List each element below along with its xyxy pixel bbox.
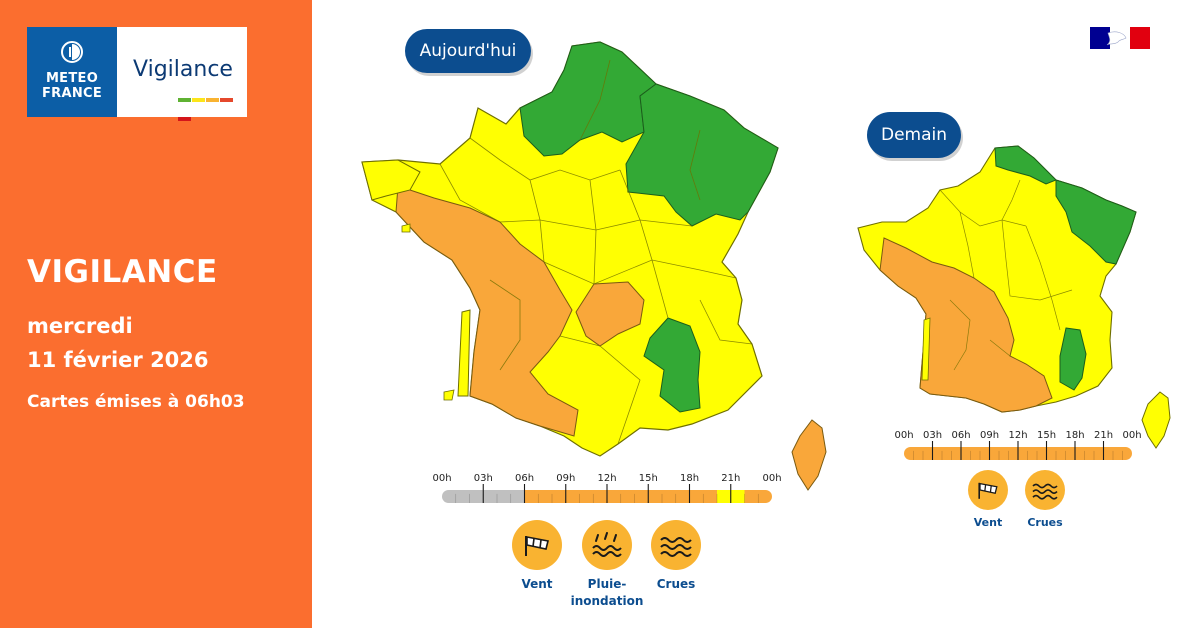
phenomenon-label-vent-today: Vent [521, 577, 553, 591]
alps-green-zone-today [643, 317, 701, 413]
timeline-today-tick-label: 06h [514, 473, 535, 484]
logo-bar-2 [206, 98, 219, 102]
logo-color-bars [178, 87, 247, 125]
timeline-tomorrow-tick-label: 12h [1008, 430, 1028, 441]
northeast-green-zone-today [625, 83, 779, 227]
logo-bar-1 [192, 98, 205, 102]
northeast-green-zone-tomorrow [1055, 179, 1137, 265]
issue-time: Cartes émises à 06h03 [27, 392, 245, 412]
weekday: mercredi [27, 314, 133, 338]
timeline-tomorrow [904, 441, 1132, 460]
meteo-france-vigilance-logo: METEO FRANCE Vigilance [27, 27, 247, 121]
landes-coast-yellow-strip-tomorrow [921, 317, 931, 381]
map-today [361, 41, 827, 491]
timeline-today-tick-label: 00h [762, 473, 782, 484]
phenomenon-label-crues-today: Crues [656, 577, 696, 591]
timeline-today-tick-label: 12h [597, 473, 617, 484]
tomorrow-label[interactable]: Demain [867, 112, 961, 158]
flood-waves-icon [1032, 483, 1058, 500]
alps-green-zone-tomorrow [1059, 327, 1087, 391]
timeline-tomorrow-tick-label: 00h [894, 430, 914, 441]
logo-product-name: Vigilance [133, 57, 233, 82]
timeline-today-tick-label: 03h [473, 473, 493, 484]
logo-bar-3 [220, 98, 233, 102]
wind-sock-icon [525, 536, 549, 556]
logo-line-2: FRANCE [41, 86, 103, 101]
timeline-today-tick-label: 09h [556, 473, 576, 484]
phenomenon-label-line-1: Pluie- [587, 577, 627, 591]
timeline-today-segment-1 [524, 490, 717, 503]
republique-francaise-flag-icon [1090, 27, 1150, 49]
corsica-tomorrow [1141, 391, 1171, 449]
phenomenon-crues-tomorrow[interactable] [1025, 470, 1065, 510]
logo-bar-4 [178, 117, 191, 121]
phenomenon-label-crues-tomorrow: Crues [1027, 516, 1063, 529]
phenomenon-vent-today[interactable] [512, 520, 562, 570]
date: 11 février 2026 [27, 348, 209, 372]
phenomenon-label-line-2: inondation [570, 594, 644, 608]
timeline-today-tick-label: 18h [679, 473, 700, 484]
wind-sock-icon [978, 482, 998, 499]
department-borders-today [439, 59, 753, 445]
timeline-today [442, 484, 772, 503]
timeline-today-segment-3 [744, 490, 772, 503]
timeline-tomorrow-tick-label: 15h [1036, 430, 1057, 441]
island-belle-ile-today [401, 223, 411, 233]
rain-flood-icon [592, 532, 622, 557]
phenomenon-label-pluie-inondation-today: Pluie- inondation [567, 576, 647, 610]
timeline-today-tick-label: 00h [432, 473, 452, 484]
timeline-tomorrow-tick-label: 00h [1122, 430, 1142, 441]
timeline-tomorrow-tick-label: 09h [979, 430, 1000, 441]
landes-coast-yellow-strip-today [457, 309, 471, 397]
summary-panel: METEO FRANCE Vigilance VIGILANCE mercred… [0, 0, 312, 628]
brittany-orange-zone-today [361, 159, 421, 201]
phenomenon-pluie-inondation-today[interactable] [582, 520, 632, 570]
north-green-zone-today [519, 41, 657, 157]
island-oleron-today [443, 389, 455, 401]
west-orange-zone-today [395, 185, 579, 437]
timeline-today-tick-label: 21h [721, 473, 741, 484]
corsica-today [791, 419, 827, 491]
centre-orange-zone-today [575, 281, 645, 347]
timeline-today-tick-label: 15h [638, 473, 658, 484]
phenomenon-vent-tomorrow[interactable] [968, 470, 1008, 510]
timeline-tomorrow-tick-label: 03h [922, 430, 943, 441]
meteo-france-logo: METEO FRANCE [27, 27, 117, 117]
logo-bar-0 [178, 98, 191, 102]
page-title: VIGILANCE [27, 254, 218, 290]
meteo-france-emblem-icon [61, 41, 83, 63]
phenomenon-crues-today[interactable] [651, 520, 701, 570]
north-green-zone-tomorrow [994, 145, 1057, 185]
timeline-tomorrow-tick-label: 18h [1065, 430, 1085, 441]
timeline-tomorrow-tick-label: 21h [1093, 430, 1114, 441]
map-tomorrow [857, 145, 1171, 449]
logo-line-1: METEO [45, 71, 99, 86]
flood-waves-icon [660, 537, 692, 557]
today-label[interactable]: Aujourd'hui [405, 29, 531, 73]
department-borders-tomorrow [939, 179, 1073, 371]
phenomenon-label-vent-tomorrow: Vent [973, 516, 1003, 529]
timeline-tomorrow-tick-label: 06h [951, 430, 971, 441]
